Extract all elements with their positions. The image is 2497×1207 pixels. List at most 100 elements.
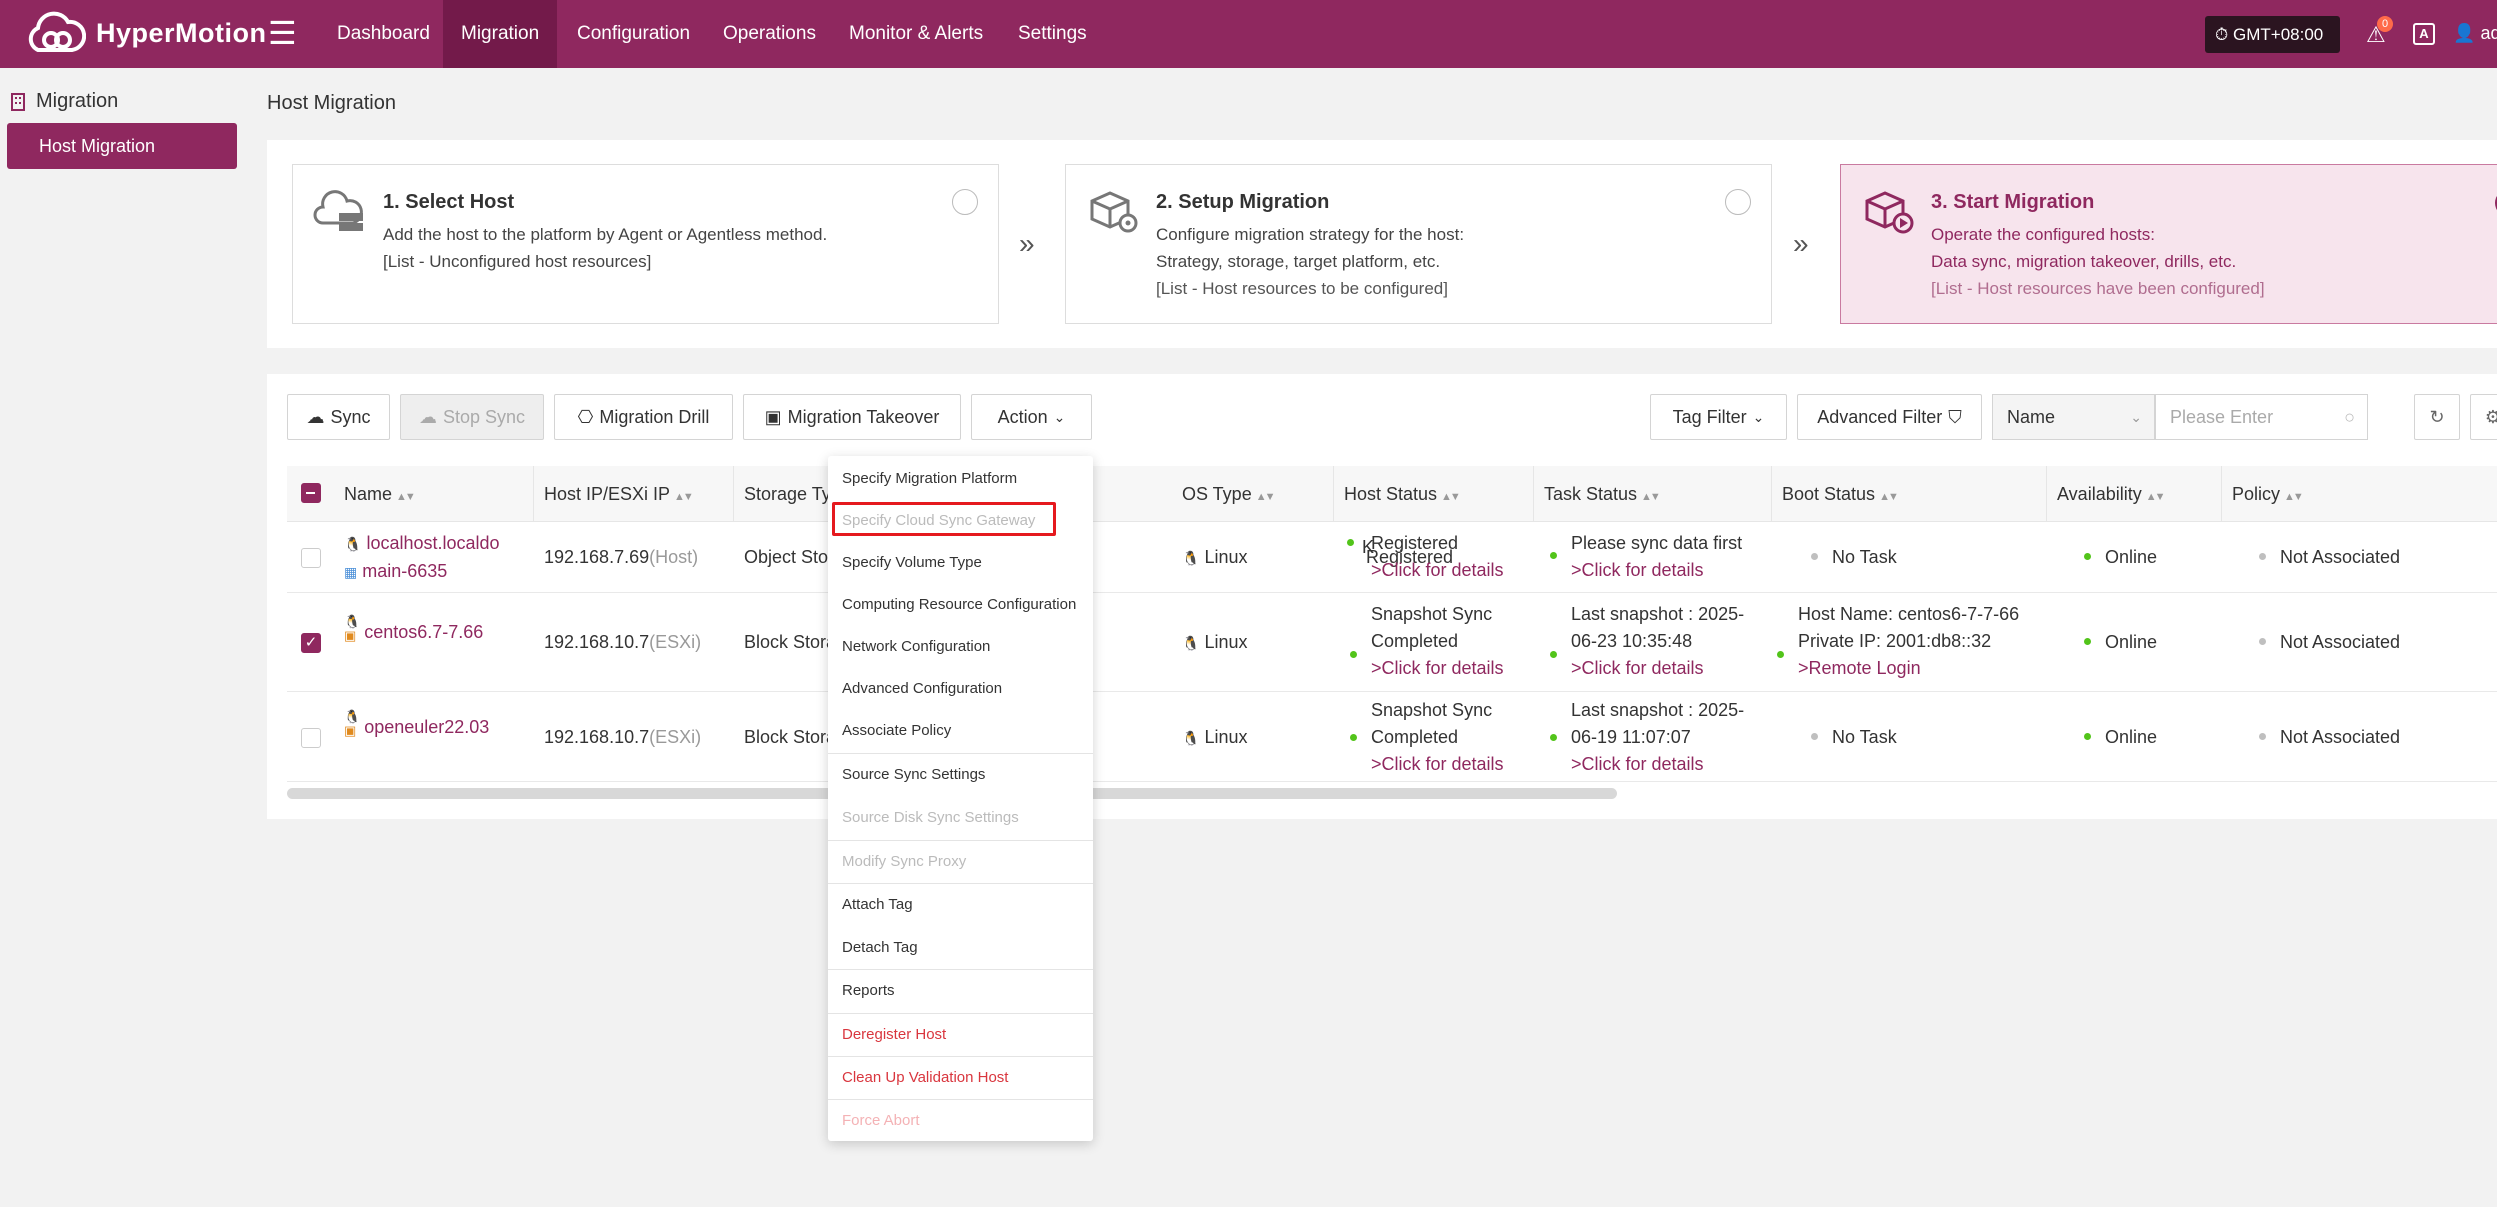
remote-login-link[interactable]: >Remote Login (1798, 658, 1921, 678)
policy-cell: Not Associated (2259, 544, 2400, 571)
step-3-check-icon[interactable]: ✓ (2495, 189, 2497, 217)
step-2-radio[interactable] (1725, 189, 1751, 215)
step-1-radio[interactable] (952, 189, 978, 215)
host-name-link[interactable]: main-6635 (362, 561, 448, 581)
step-select-host[interactable]: 1. Select Host Add the host to the platf… (292, 164, 999, 324)
row-checkbox[interactable]: ✓ (301, 633, 321, 653)
task-status-details-link[interactable]: >Click for details (1571, 754, 1704, 774)
nav-monitor-alerts[interactable]: Monitor & Alerts (849, 23, 984, 44)
step-setup-migration[interactable]: 2. Setup Migration Configure migration s… (1065, 164, 1772, 324)
sort-icon[interactable]: ▲▼ (2284, 491, 2304, 503)
host-name-link[interactable]: localhost.localdo (366, 533, 500, 553)
column-os-type[interactable]: OS Type ▲▼ (1172, 466, 1334, 522)
action-dropdown-button[interactable]: Action ⌄ (971, 394, 1092, 440)
column-host-status[interactable]: Host Status ▲▼ (1334, 466, 1534, 522)
app-logo[interactable]: HyperMotion (24, 8, 267, 58)
column-task-status[interactable]: Task Status ▲▼ (1534, 466, 1772, 522)
boot-status-line: Private IP: 2001:db8::32 (1798, 631, 1992, 651)
sync-button[interactable]: ☁ Sync (287, 394, 390, 440)
menu-item-source-sync-settings[interactable]: Source Sync Settings (842, 766, 986, 783)
menu-item-deregister-host[interactable]: Deregister Host (842, 1026, 947, 1043)
menu-item-modify-sync-proxy[interactable]: Modify Sync Proxy (842, 853, 967, 870)
menu-toggle-icon[interactable]: ☰ (268, 15, 297, 51)
menu-item-associate-policy[interactable]: Associate Policy (842, 722, 952, 739)
menu-item-computing-resource-configuration[interactable]: Computing Resource Configuration (842, 596, 1077, 613)
table-row[interactable]: 🐧 localhost.localdo ▦ main-6635 192.168.… (287, 522, 2497, 593)
migration-drill-button[interactable]: ⎔ Migration Drill (554, 394, 733, 440)
sort-icon[interactable]: ▲▼ (1641, 491, 1661, 503)
column-host-ip[interactable]: Host IP/ESXi IP ▲▼ (534, 466, 734, 522)
status-dot (1550, 552, 1557, 559)
nav-migration[interactable]: Migration (443, 0, 558, 68)
host-name-link[interactable]: openeuler22.03 (364, 717, 490, 737)
task-status-line: 06-19 11:07:07 (1571, 727, 1691, 747)
task-status-line: Last snapshot : 2025- (1571, 700, 1745, 720)
column-availability[interactable]: Availability ▲▼ (2047, 466, 2222, 522)
table-row[interactable]: 🐧 ▣ openeuler22.03 192.168.10.7(ESXi) Blo… (287, 692, 2497, 782)
column-boot-status[interactable]: Boot Status ▲▼ (1772, 466, 2047, 522)
menu-item-source-disk-sync-settings[interactable]: Source Disk Sync Settings (842, 809, 1019, 826)
filter-icon: ⛉ (1948, 406, 1962, 427)
tag-filter-button[interactable]: Tag Filter ⌄ (1650, 394, 1787, 440)
step-start-migration[interactable]: 3. Start Migration Operate the configure… (1840, 164, 2497, 324)
sync-button-label: Sync (330, 406, 371, 427)
column-name[interactable]: Name ▲▼ (334, 466, 534, 522)
task-status-details-link[interactable]: >Click for details (1571, 658, 1704, 678)
sort-icon[interactable]: ▲▼ (674, 491, 694, 503)
menu-item-reports[interactable]: Reports (842, 982, 895, 999)
column-policy[interactable]: Policy ▲▼ (2222, 466, 2497, 522)
host-name-cell[interactable]: 🐧 ▣ centos6.7-7.66 (344, 615, 483, 643)
menu-item-attach-tag[interactable]: Attach Tag (842, 896, 913, 913)
menu-divider (828, 1099, 1093, 1100)
host-status-details-link[interactable]: >Click for details (1371, 560, 1504, 580)
menu-item-network-configuration[interactable]: Network Configuration (842, 638, 991, 655)
menu-item-clean-up-validation-host[interactable]: Clean Up Validation Host (842, 1069, 1009, 1086)
column-label: Storage Ty (744, 484, 831, 504)
nav-dashboard[interactable]: Dashboard (337, 23, 430, 44)
step-2-desc-line: Strategy, storage, target platform, etc. (1156, 252, 1441, 271)
stop-sync-button[interactable]: ☁ Stop Sync (400, 394, 544, 440)
task-status-cell: Last snapshot : 2025- 06-19 11:07:07 >Cl… (1550, 697, 1744, 778)
chevron-down-icon: ⌄ (2130, 409, 2142, 425)
row-checkbox[interactable] (301, 548, 321, 568)
column-storage-type[interactable]: Storage Ty (734, 466, 1134, 522)
sort-icon[interactable]: ▲▼ (2145, 491, 2166, 503)
sort-icon[interactable]: ▲▼ (1441, 491, 1461, 503)
nav-operations[interactable]: Operations (723, 23, 816, 44)
menu-item-specify-volume-type[interactable]: Specify Volume Type (842, 554, 982, 571)
host-status-details-link[interactable]: >Click for details (1371, 754, 1504, 774)
menu-item-specify-cloud-sync-gateway[interactable]: Specify Cloud Sync Gateway (842, 512, 1036, 529)
search-input[interactable]: Please Enter ○ (2155, 394, 2368, 440)
settings-button[interactable]: ⚙ (2470, 394, 2497, 440)
menu-item-specify-migration-platform[interactable]: Specify Migration Platform (842, 470, 1018, 487)
host-name-cell[interactable]: 🐧 localhost.localdo ▦ main-6635 (344, 530, 500, 586)
select-all-checkbox[interactable] (301, 483, 321, 503)
nav-settings[interactable]: Settings (1018, 23, 1087, 44)
language-icon[interactable]: A (2413, 23, 2435, 45)
menu-item-force-abort[interactable]: Force Abort (842, 1112, 920, 1129)
advanced-filter-button[interactable]: Advanced Filter ⛉ (1797, 394, 1982, 440)
row-checkbox[interactable] (301, 728, 321, 748)
sidebar-section-migration[interactable]: Migration (10, 90, 118, 113)
nav-configuration[interactable]: Configuration (577, 23, 691, 44)
user-menu[interactable]: 👤 adm (2453, 23, 2497, 44)
step-3-desc-line: Data sync, migration takeover, drills, e… (1931, 252, 2237, 271)
host-name-link[interactable]: centos6.7-7.66 (364, 622, 484, 642)
vm-icon: ▣ (344, 628, 357, 643)
menu-item-detach-tag[interactable]: Detach Tag (842, 939, 918, 956)
refresh-button[interactable]: ↻ (2414, 394, 2460, 440)
task-status-details-link[interactable]: >Click for details (1571, 560, 1704, 580)
menu-divider (828, 753, 1093, 754)
search-field-select[interactable]: Name ⌄ (1992, 394, 2155, 440)
table-row[interactable]: ✓ 🐧 ▣ centos6.7-7.66 192.168.10.7(ESXi) B… (287, 593, 2497, 692)
host-status-details-link[interactable]: >Click for details (1371, 658, 1504, 678)
migration-takeover-button[interactable]: ▣ Migration Takeover (743, 394, 961, 440)
sort-icon[interactable]: ▲▼ (396, 491, 416, 503)
sort-icon[interactable]: ▲▼ (1255, 491, 1276, 503)
host-name-cell[interactable]: 🐧 ▣ openeuler22.03 (344, 710, 489, 738)
sidebar-item-host-migration[interactable]: Host Migration (7, 123, 237, 169)
menu-item-advanced-configuration[interactable]: Advanced Configuration (842, 680, 1003, 697)
timezone-selector[interactable]: ⏱ GMT+08:00 (2205, 16, 2340, 53)
sort-icon[interactable]: ▲▼ (1879, 491, 1899, 503)
host-status-cell: Registered (1350, 530, 1453, 567)
